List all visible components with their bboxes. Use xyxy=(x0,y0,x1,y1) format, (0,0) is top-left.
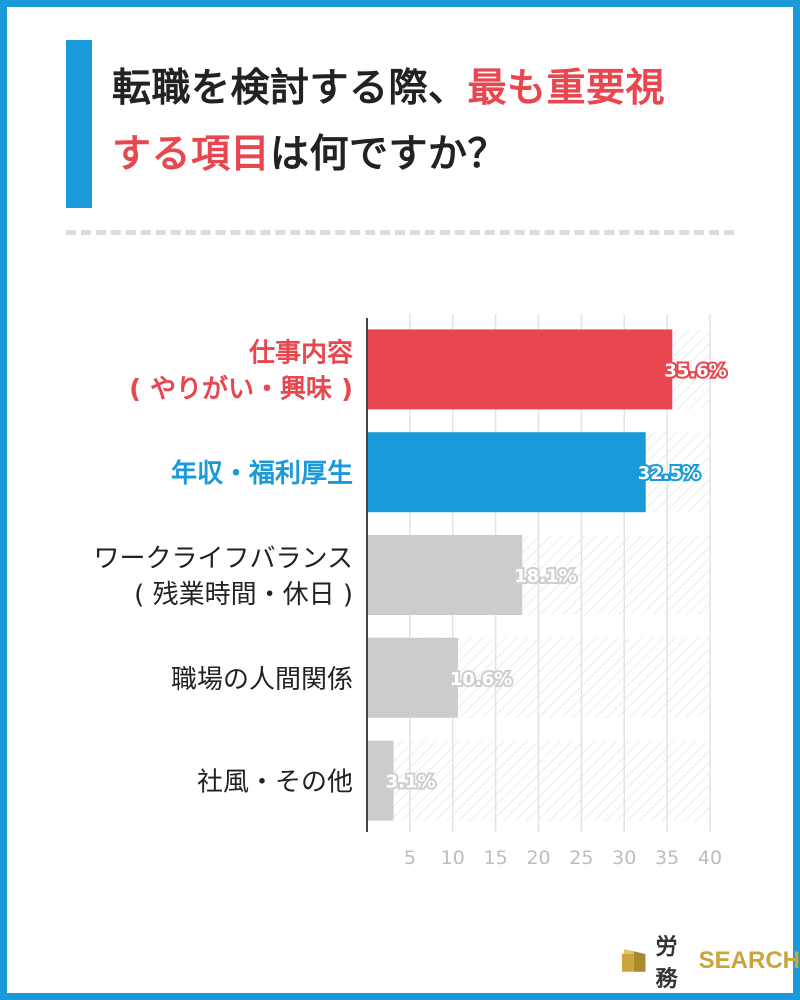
bar xyxy=(367,740,394,821)
x-tick-label: 25 xyxy=(569,847,593,869)
bar xyxy=(367,329,673,410)
logo-text: 労務 xyxy=(655,935,678,992)
value-label: 35.6% xyxy=(664,360,726,381)
category-label: 職場の人間関係 xyxy=(171,665,353,695)
title-line1-b: 最も重要視 xyxy=(467,66,666,111)
logo-search-text: SEARCH xyxy=(698,947,800,974)
category-label: 仕事内容 xyxy=(248,337,353,368)
category-label: 年収・福利厚生 xyxy=(171,458,353,489)
page-title: 転職を検討する際、最も重要視 する項目は何ですか？ xyxy=(112,56,772,188)
value-label: 32.5% xyxy=(638,463,700,484)
x-tick-label: 10 xyxy=(441,847,465,869)
logo: 労務 SEARCH xyxy=(620,935,800,992)
category-label: 社風・その他 xyxy=(197,768,353,798)
x-tick-label: 20 xyxy=(526,847,550,869)
dashed-divider xyxy=(66,230,734,235)
title-accent-bar xyxy=(66,40,92,208)
category-label: ワークライフバランス xyxy=(94,544,353,574)
category-label: ( やりがい・興味 ) xyxy=(129,373,353,404)
x-tick-label: 35 xyxy=(655,847,679,869)
x-tick-label: 5 xyxy=(404,847,416,869)
title-line2-b: は何ですか？ xyxy=(270,132,508,177)
x-tick-label: 30 xyxy=(612,847,636,869)
bar xyxy=(367,432,646,513)
title-line1-a: 転職を検討する際、 xyxy=(112,66,468,111)
value-label: 10.6% xyxy=(450,669,512,690)
title-line2-a: する項目 xyxy=(112,132,271,177)
book-icon xyxy=(621,949,646,972)
value-label: 3.1% xyxy=(386,772,436,793)
x-tick-label: 15 xyxy=(484,847,508,869)
bar xyxy=(367,535,523,615)
x-tick-label: 40 xyxy=(698,847,722,869)
bar xyxy=(367,637,458,718)
category-label: ( 残業時間・休日 ) xyxy=(134,580,353,610)
value-label: 18.1% xyxy=(514,566,576,587)
